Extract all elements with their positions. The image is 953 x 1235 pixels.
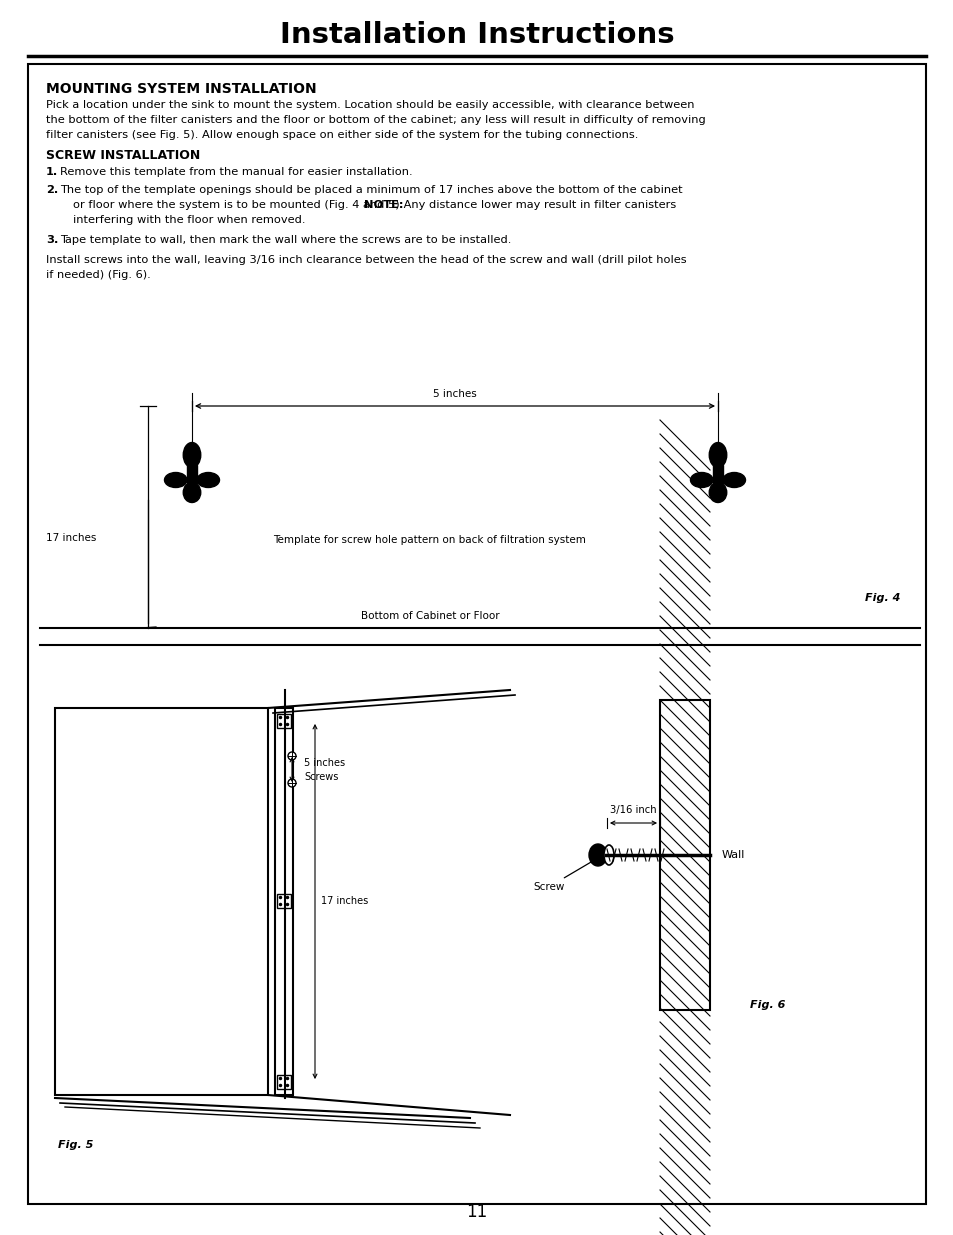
FancyBboxPatch shape	[276, 894, 291, 908]
Ellipse shape	[603, 845, 614, 864]
Text: Wall: Wall	[721, 850, 744, 860]
FancyBboxPatch shape	[276, 1074, 291, 1089]
Text: Any distance lower may result in filter canisters: Any distance lower may result in filter …	[399, 200, 676, 210]
Text: 5 inches: 5 inches	[433, 389, 476, 399]
Text: Fig. 6: Fig. 6	[749, 1000, 784, 1010]
Ellipse shape	[288, 779, 295, 787]
Text: Screws: Screws	[304, 773, 338, 783]
Text: interfering with the floor when removed.: interfering with the floor when removed.	[73, 215, 305, 225]
Text: Install screws into the wall, leaving 3/16 inch clearance between the head of th: Install screws into the wall, leaving 3/…	[46, 254, 686, 266]
Text: SCREW INSTALLATION: SCREW INSTALLATION	[46, 149, 200, 162]
FancyBboxPatch shape	[659, 700, 709, 1010]
Ellipse shape	[722, 473, 744, 488]
Text: filter canisters (see Fig. 5). Allow enough space on either side of the system f: filter canisters (see Fig. 5). Allow eno…	[46, 130, 638, 140]
Text: Screw: Screw	[533, 857, 598, 892]
Text: 2.: 2.	[46, 185, 58, 195]
Ellipse shape	[164, 473, 187, 488]
FancyBboxPatch shape	[276, 714, 291, 727]
Ellipse shape	[196, 473, 219, 488]
Ellipse shape	[183, 483, 200, 503]
Text: Tape template to wall, then mark the wall where the screws are to be installed.: Tape template to wall, then mark the wal…	[60, 235, 511, 245]
FancyBboxPatch shape	[28, 64, 925, 1204]
Text: 3.: 3.	[46, 235, 58, 245]
Text: NOTE:: NOTE:	[364, 200, 403, 210]
Ellipse shape	[588, 844, 606, 866]
Text: Installation Instructions: Installation Instructions	[279, 21, 674, 49]
FancyBboxPatch shape	[712, 466, 722, 483]
Ellipse shape	[708, 442, 726, 468]
Text: 17 inches: 17 inches	[46, 534, 96, 543]
Text: Fig. 5: Fig. 5	[58, 1140, 93, 1150]
FancyBboxPatch shape	[274, 708, 293, 1095]
Ellipse shape	[708, 483, 726, 503]
Text: 3/16 inch: 3/16 inch	[610, 805, 656, 815]
Text: Template for screw hole pattern on back of filtration system: Template for screw hole pattern on back …	[274, 535, 586, 545]
Text: Remove this template from the manual for easier installation.: Remove this template from the manual for…	[60, 167, 413, 177]
Text: 1.: 1.	[46, 167, 58, 177]
Text: MOUNTING SYSTEM INSTALLATION: MOUNTING SYSTEM INSTALLATION	[46, 82, 316, 96]
Text: Fig. 4: Fig. 4	[863, 593, 899, 603]
FancyBboxPatch shape	[187, 466, 196, 483]
Text: 17 inches: 17 inches	[320, 897, 368, 906]
Ellipse shape	[183, 442, 200, 468]
Text: 11: 11	[466, 1203, 487, 1221]
Text: if needed) (Fig. 6).: if needed) (Fig. 6).	[46, 270, 151, 280]
Text: or floor where the system is to be mounted (Fig. 4 and 5).: or floor where the system is to be mount…	[73, 200, 406, 210]
Text: Bottom of Cabinet or Floor: Bottom of Cabinet or Floor	[360, 611, 498, 621]
Ellipse shape	[288, 752, 295, 760]
Ellipse shape	[690, 473, 712, 488]
Text: 5 inches: 5 inches	[304, 758, 345, 768]
FancyBboxPatch shape	[55, 708, 268, 1095]
Text: Pick a location under the sink to mount the system. Location should be easily ac: Pick a location under the sink to mount …	[46, 100, 694, 110]
Text: The top of the template openings should be placed a minimum of 17 inches above t: The top of the template openings should …	[60, 185, 682, 195]
Text: the bottom of the filter canisters and the floor or bottom of the cabinet; any l: the bottom of the filter canisters and t…	[46, 115, 705, 125]
